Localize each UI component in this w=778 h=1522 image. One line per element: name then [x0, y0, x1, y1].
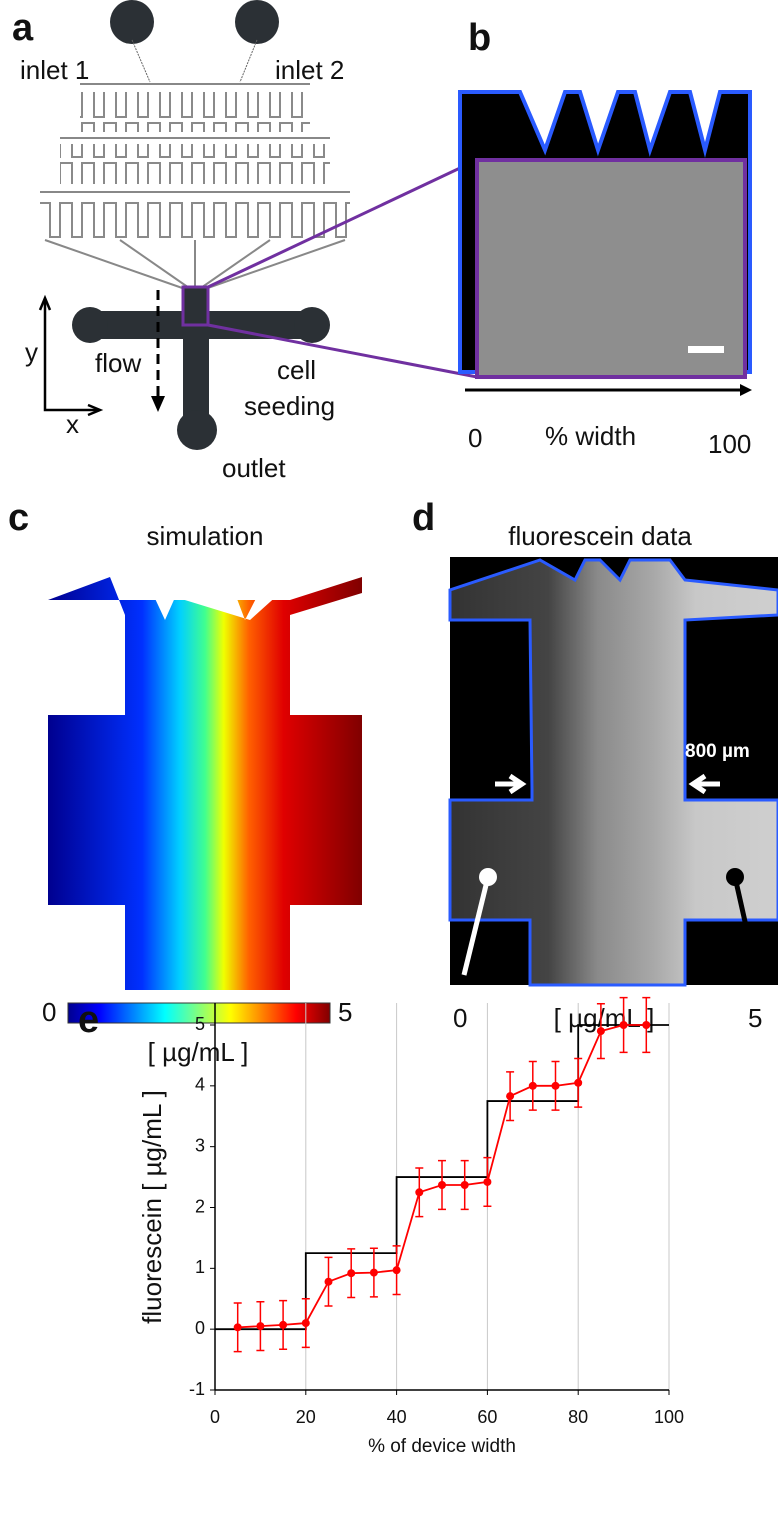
text: flow [95, 348, 141, 378]
data-point [347, 1269, 356, 1278]
data-point [596, 1027, 605, 1036]
text: inlet 1 [20, 55, 89, 85]
y-tick-label: 4 [195, 1075, 205, 1095]
text: 0 [42, 997, 56, 1027]
panel-d: d fluorescein data 800 µm 0 [ µg/mL ] 5 [412, 497, 778, 1033]
panel-b: b 0 % width 100 [458, 17, 752, 459]
panel-title: simulation [146, 521, 263, 551]
flow-arrow-head [151, 396, 165, 412]
scale-bar [688, 346, 724, 353]
data-point [574, 1078, 583, 1087]
channel [44, 239, 346, 291]
zoom-line [207, 158, 478, 289]
text: outlet [222, 453, 286, 483]
inlet-gap [110, 575, 300, 620]
micrograph [475, 158, 747, 379]
pin [461, 876, 491, 976]
inlet [110, 0, 154, 44]
text: 800 µm [685, 741, 750, 762]
data-point [460, 1180, 469, 1189]
simulation-field [48, 577, 362, 990]
panel-label: c [8, 497, 29, 539]
mixer [40, 198, 350, 240]
panel-c: c simulation 0 5 [ µg/mL ] [8, 497, 362, 1067]
data-point [369, 1268, 378, 1277]
channel [239, 39, 258, 83]
panel-title: fluorescein data [508, 521, 692, 551]
panel-label: d [412, 497, 435, 539]
text: inlet 2 [275, 55, 344, 85]
text: seeding [244, 391, 335, 421]
y-tick-label: 1 [195, 1257, 205, 1277]
data-point [551, 1081, 560, 1090]
data-point [415, 1188, 424, 1197]
text: 0 [453, 1003, 467, 1033]
data-point [324, 1277, 333, 1286]
data-point [256, 1322, 265, 1331]
y-tick-label: -1 [189, 1379, 205, 1399]
panel-a: a inlet 1 inlet 2 y x flow cell seeding … [12, 0, 478, 483]
mixer [60, 144, 330, 184]
x-tick-label: 40 [387, 1407, 407, 1427]
panel-label: a [12, 7, 34, 49]
y-axis-label: fluorescein [ µg/mL ] [137, 1090, 167, 1324]
outlet-port [177, 410, 217, 450]
data-point [392, 1266, 401, 1275]
data-point [438, 1180, 446, 1189]
data-point [233, 1323, 242, 1332]
fluorescence-field [448, 558, 778, 987]
channel [131, 39, 151, 83]
axes-glyph-head [38, 294, 104, 417]
x-tick-label: 100 [654, 1407, 684, 1427]
zoom-line [207, 323, 478, 379]
x-axis-label: % of device width [368, 1436, 516, 1457]
x-tick-label: 20 [296, 1407, 316, 1427]
data-point [279, 1320, 288, 1329]
pin [732, 876, 760, 976]
data-point [301, 1319, 310, 1328]
text: 5 [748, 1003, 762, 1033]
channel [183, 287, 209, 422]
y-tick-label: 0 [195, 1318, 205, 1338]
pin-head [479, 868, 497, 886]
text: 5 [338, 997, 352, 1027]
port [72, 307, 108, 343]
text: 100 [708, 429, 751, 459]
port [294, 307, 330, 343]
y-tick-label: 2 [195, 1196, 205, 1216]
data-point [619, 1021, 628, 1029]
data-point [642, 1021, 651, 1029]
zoom-box [181, 285, 210, 327]
data-point [506, 1092, 515, 1101]
text: % width [545, 421, 636, 451]
text: [ µg/mL ] [148, 1037, 249, 1067]
text: 0 [468, 423, 482, 453]
y-tick-label: 5 [195, 1014, 205, 1034]
text: [ µg/mL ] [554, 1003, 655, 1033]
panel-label: e [78, 999, 99, 1041]
x-tick-label: 0 [210, 1407, 220, 1427]
color-bar [67, 1002, 331, 1024]
text: x [66, 409, 79, 439]
pin-head [726, 868, 744, 886]
x-tick-label: 80 [568, 1407, 588, 1427]
inlet [235, 0, 279, 44]
width-arrow [688, 773, 720, 795]
data-point [483, 1177, 492, 1186]
y-tick-label: 3 [195, 1135, 205, 1155]
panel-label: b [468, 17, 491, 59]
axes-glyph [43, 300, 98, 412]
text: y [25, 337, 38, 367]
text: cell [277, 355, 316, 385]
x-tick-label: 60 [477, 1407, 497, 1427]
panel-e: e % of device width fluorescein [ µg/mL … [78, 996, 684, 1457]
width-arrow-head [740, 384, 752, 396]
mixer [80, 92, 310, 132]
data-point [528, 1081, 537, 1090]
width-arrow [495, 773, 527, 795]
